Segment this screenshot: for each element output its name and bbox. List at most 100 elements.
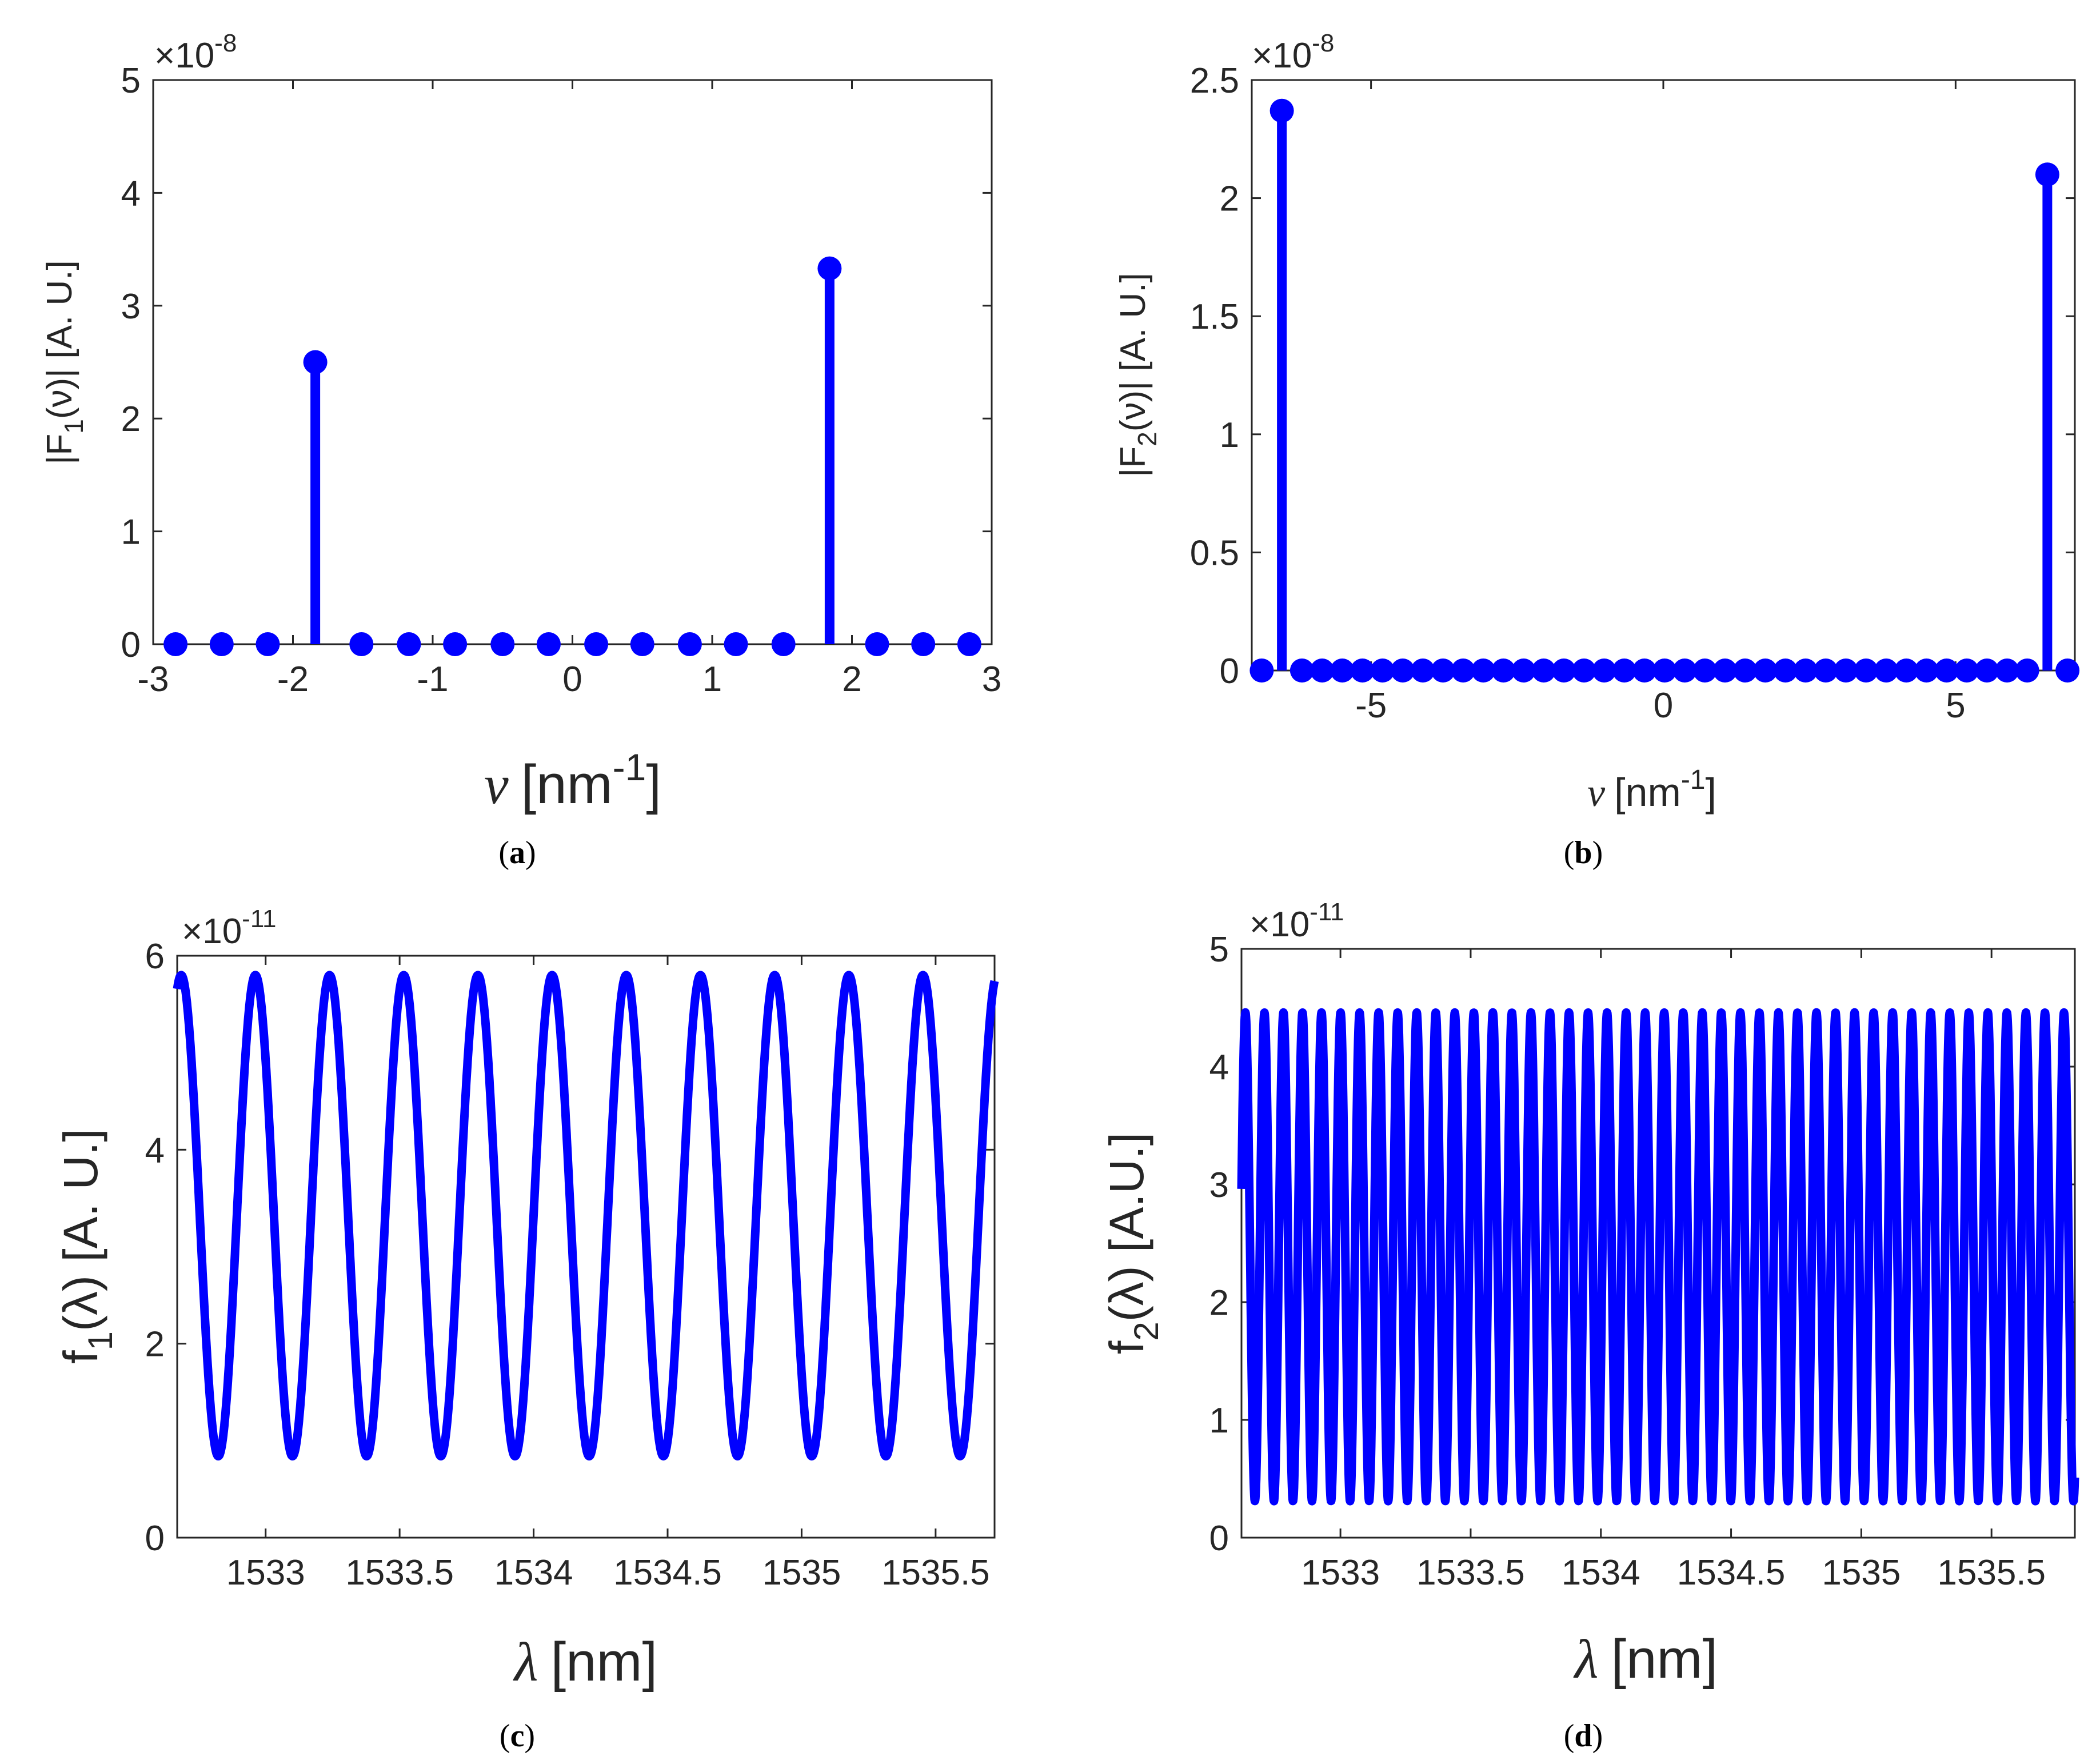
y-tick-label: 2 [1220, 179, 1239, 219]
stem-marker [1451, 658, 1475, 683]
y-tick-label: 5 [1209, 930, 1229, 969]
x-tick-label: 1533.5 [345, 1553, 454, 1593]
multiplier-c: ×10-11 [182, 905, 277, 951]
stem-marker [349, 632, 374, 656]
stem-marker [1330, 658, 1355, 683]
stem-marker [1411, 658, 1435, 683]
y-axis-label-d: f2(λ) [A.U.] [1100, 1132, 1165, 1354]
stem-marker [1954, 658, 1979, 683]
y-tick-label: 5 [121, 61, 141, 101]
stem-marker [397, 632, 421, 656]
x-tick-label: 2 [842, 660, 861, 699]
stem-marker [255, 632, 280, 656]
multiplier-b: ×10-8 [1252, 29, 1334, 75]
x-tick-label: -1 [417, 660, 448, 699]
stem-marker [630, 632, 654, 656]
stem-marker [1733, 658, 1758, 683]
stem-marker [1773, 658, 1798, 683]
stem-marker [1652, 658, 1677, 683]
stem-marker [1552, 658, 1576, 683]
stem-marker [1894, 658, 1919, 683]
plot-area-b [1251, 79, 2076, 672]
y-tick-label: 2.5 [1190, 61, 1239, 101]
x-tick-label: 1534.5 [1677, 1553, 1786, 1593]
panel-b: -5 0 5 00.511.522.5 ×10-8 |F2(ν)| [A. U.] … [1113, 29, 2080, 871]
stem-marker [724, 632, 748, 656]
stem-marker [1249, 658, 1274, 683]
stem-marker [677, 632, 702, 656]
y-tick-label: 4 [121, 174, 141, 213]
stem-marker [2035, 162, 2059, 187]
x-axis-label-a: ν [nm-1] [484, 746, 661, 815]
stem-marker [1289, 658, 1314, 683]
stem-marker [1692, 658, 1717, 683]
stem-marker [1874, 658, 1898, 683]
x-tick-label: 1533.5 [1416, 1553, 1525, 1593]
x-tick-label: -2 [277, 660, 309, 699]
y-axis-label-b: |F2(ν)| [A. U.] [1113, 273, 1162, 477]
y-tick-label: 0 [121, 625, 141, 665]
x-axis-label-d: λ [nm] [1573, 1629, 1718, 1690]
y-tick-label: 1 [121, 513, 141, 552]
caption-c: (c) [500, 1718, 535, 1754]
stem-marker [1814, 658, 1838, 683]
stem-marker [1975, 658, 1999, 683]
y-tick-label: 0 [145, 1519, 165, 1558]
panel-c: 1533 1533.5 1534 1534.5 1535 1535.5 0 2 4 6 ×10-… [54, 905, 999, 1754]
stem-marker [490, 632, 515, 656]
stem-marker [2015, 658, 2039, 683]
caption-b: (b) [1564, 835, 1603, 871]
stem-marker [1854, 658, 1878, 683]
x-tick-label: 1534 [1562, 1553, 1640, 1593]
x-tick-label: 1533 [1301, 1553, 1380, 1593]
stem-marker [817, 256, 842, 281]
y-tick-label: 2 [121, 400, 141, 439]
panel-d: 1533 1533.5 1534 1534.5 1535 1535.5 0 1 2 3 4 5 ×1… [1100, 898, 2079, 1754]
y-tick-label: 3 [1209, 1166, 1229, 1205]
stem-marker [303, 350, 328, 374]
stem-marker [1491, 658, 1516, 683]
y-tick-label: 2 [1209, 1283, 1229, 1323]
y-tick-label: 1 [1220, 416, 1239, 455]
x-axis-label-b: ν [nm-1] [1587, 765, 1716, 815]
x-tick-label: 1535 [1822, 1553, 1901, 1593]
multiplier-a: ×10-8 [154, 29, 237, 75]
x-tick-label: 1533 [226, 1553, 305, 1593]
caption-d: (d) [1564, 1718, 1603, 1754]
stem-marker [1269, 98, 1294, 123]
plot-area-a [152, 79, 993, 645]
x-tick-label: 5 [1946, 686, 1965, 725]
stem-marker [163, 632, 188, 656]
stem-marker [1712, 658, 1737, 683]
stem-marker [771, 632, 796, 656]
y-tick-label: 3 [121, 287, 141, 326]
stem-marker [1350, 658, 1375, 683]
x-tick-label: 3 [982, 660, 1001, 699]
stem-marker [1572, 658, 1596, 683]
x-tick-label: 0 [562, 660, 582, 699]
x-tick-label: -5 [1355, 686, 1387, 725]
stem-marker [1471, 658, 1496, 683]
x-tick-label: 1535.5 [881, 1553, 990, 1593]
stem-marker [911, 632, 936, 656]
x-tick-label: -3 [137, 660, 169, 699]
y-tick-label: 0 [1220, 652, 1239, 691]
x-tick-label: 0 [1654, 686, 1673, 725]
series-line [173, 971, 999, 1460]
series-line [1237, 1008, 2079, 1506]
stem-marker [443, 632, 468, 656]
y-tick-label: 0.5 [1190, 533, 1239, 573]
stem-marker [1834, 658, 1858, 683]
stem-marker [1531, 658, 1556, 683]
y-tick-label: 1.5 [1190, 297, 1239, 337]
y-tick-label: 1 [1209, 1401, 1229, 1440]
stem-marker [1793, 658, 1818, 683]
x-tick-label: 1534.5 [613, 1553, 722, 1593]
y-axis-label-c: f1(λ) [A. U.] [54, 1128, 119, 1363]
y-tick-label: 6 [145, 937, 165, 976]
y-tick-label: 4 [1209, 1048, 1229, 1087]
x-axis-label-c: λ [nm] [513, 1631, 657, 1693]
stem-marker [584, 632, 609, 656]
stem-marker [1310, 658, 1335, 683]
